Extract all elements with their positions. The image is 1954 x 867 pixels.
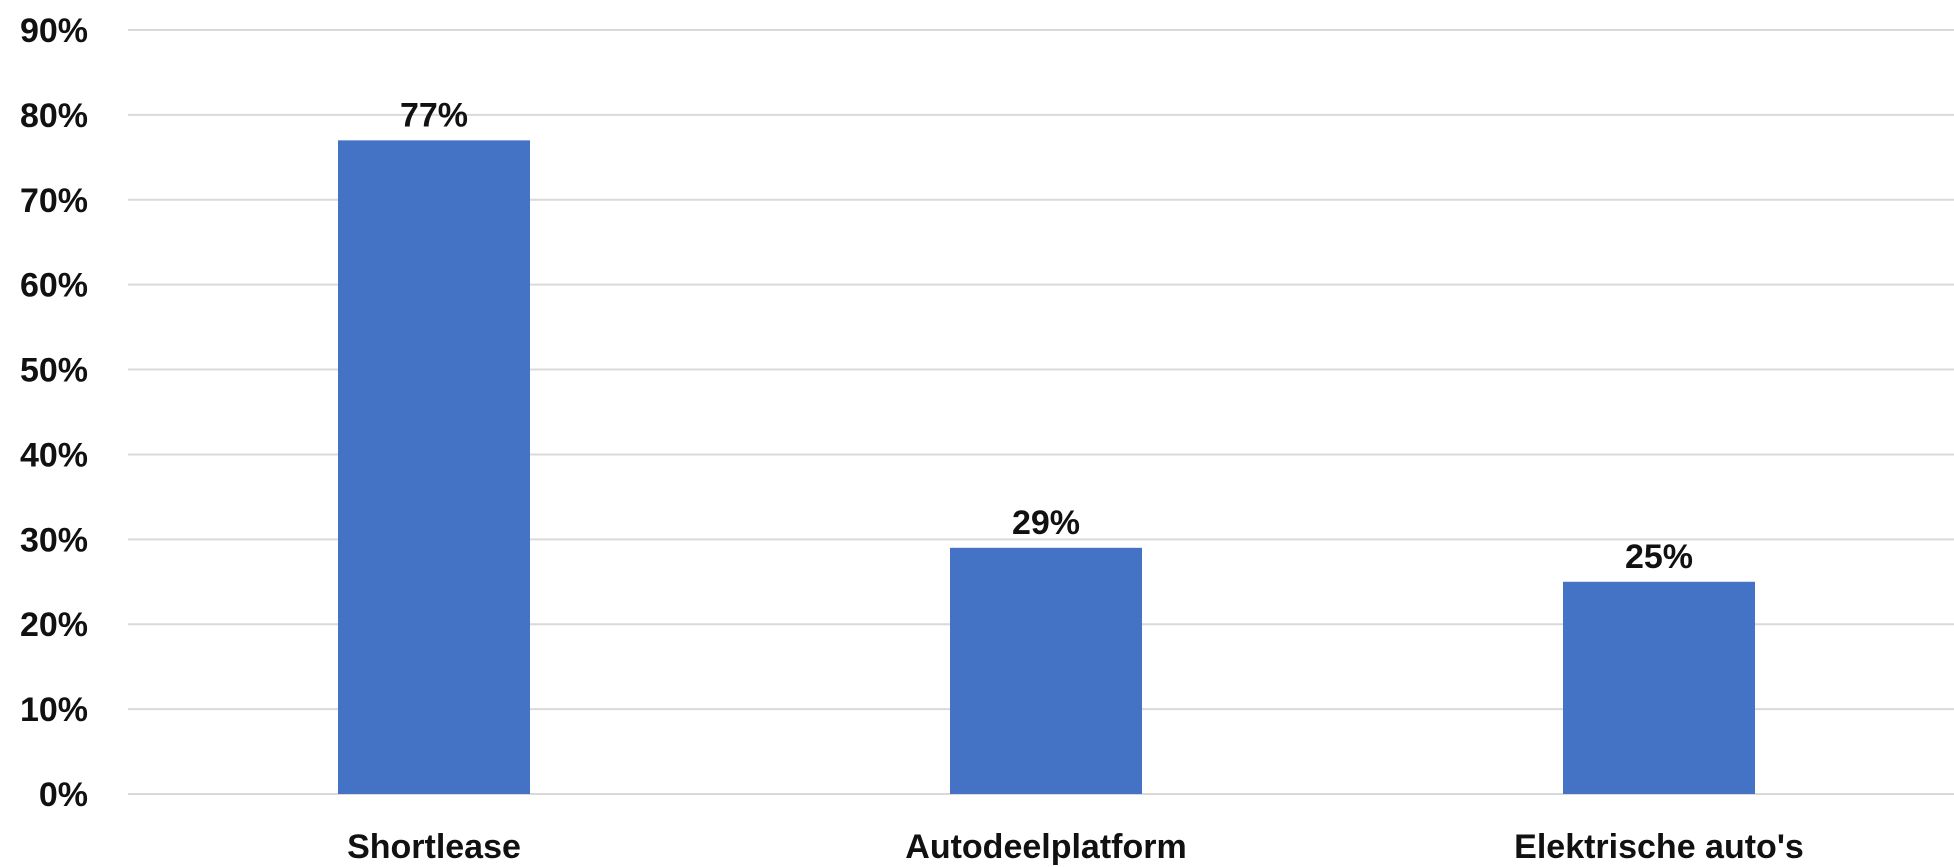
bar-value-label: 29% [1012,504,1080,542]
y-axis-ticks: 0% 10% 20% 30% 40% 50% 60% 70% 80% 90% [20,12,88,814]
x-category-label: Shortlease [347,828,521,866]
y-tick-label: 80% [20,97,88,135]
x-axis-labels: Shortlease Autodeelplatform Elektrische au… [347,828,1804,866]
y-tick-label: 90% [20,12,88,50]
y-tick-label: 10% [20,691,88,729]
bar [1563,581,1755,794]
bar-value-label: 25% [1625,538,1693,576]
bars [338,140,1755,794]
bar-value-label: 77% [400,96,468,134]
y-tick-label: 70% [20,182,88,220]
x-category-label: Elektrische auto's [1514,828,1804,866]
y-tick-label: 50% [20,352,88,390]
y-tick-label: 0% [39,776,88,814]
bar [338,140,530,794]
data-labels: 77% 29% 25% [400,96,1693,575]
y-tick-label: 30% [20,521,88,559]
y-tick-label: 20% [20,606,88,644]
y-tick-label: 40% [20,436,88,474]
bar [950,547,1142,794]
y-tick-label: 60% [20,267,88,305]
x-category-label: Autodeelplatform [905,828,1186,866]
